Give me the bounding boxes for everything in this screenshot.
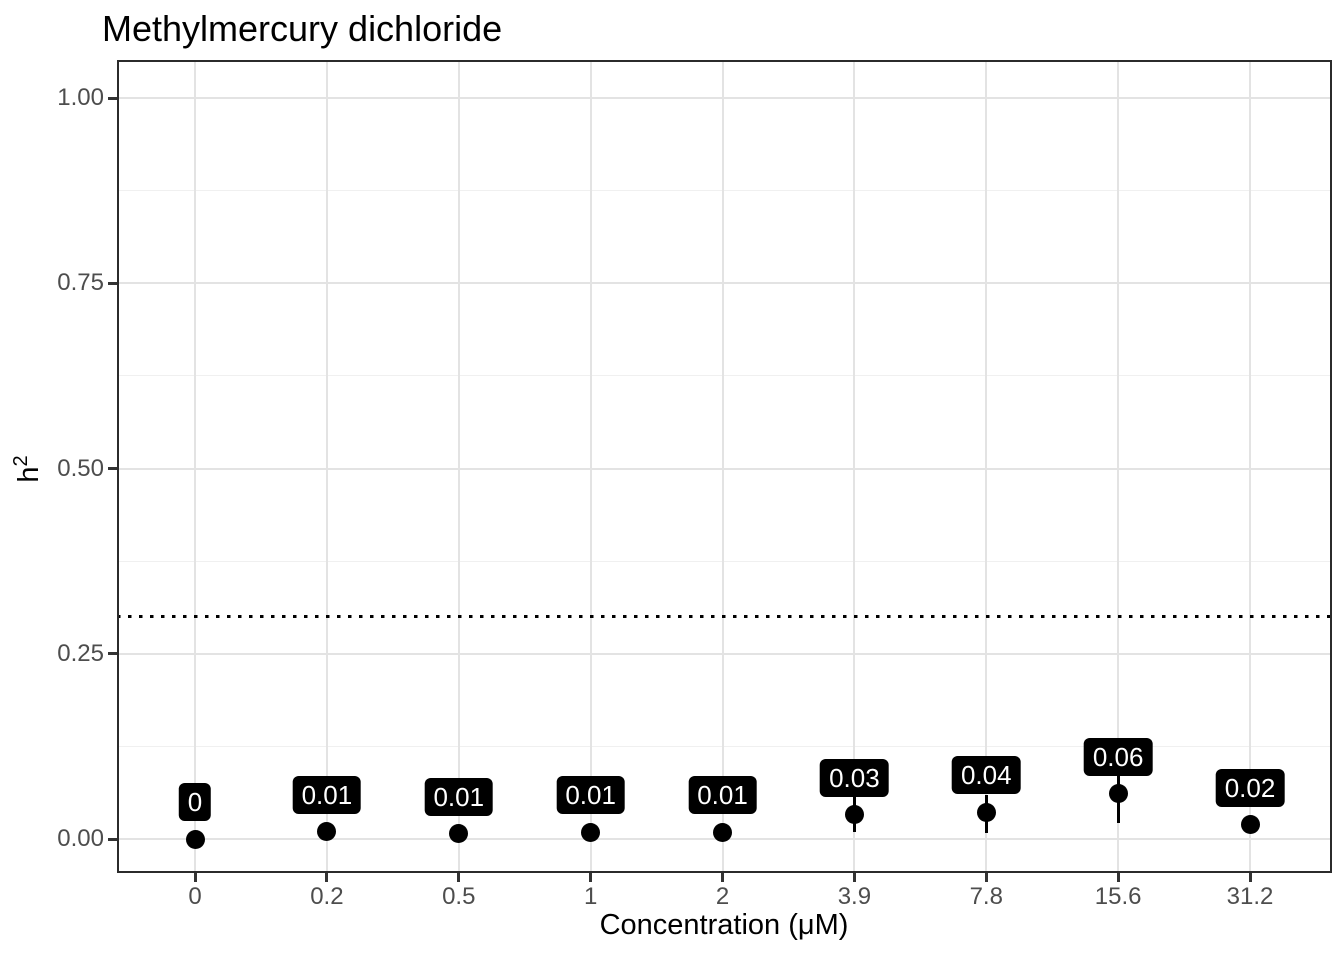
data-point	[1240, 815, 1260, 835]
x-tick-label: 0.2	[310, 883, 344, 910]
y-tick-mark	[108, 281, 117, 285]
x-tick-label: 1	[583, 883, 598, 910]
x-gridline-major	[1249, 60, 1251, 873]
x-gridline-major	[853, 60, 856, 873]
x-tick-label: 0.5	[442, 883, 476, 910]
y-gridline-major	[117, 282, 1332, 285]
y-tick-label: 0.25	[57, 639, 104, 667]
data-point	[185, 829, 205, 849]
reference-line	[117, 615, 1332, 619]
point-label: 0.01	[688, 776, 757, 815]
y-tick-label: 1.00	[57, 84, 104, 111]
data-point	[1108, 784, 1128, 804]
point-label: 0.02	[1215, 768, 1285, 807]
y-gridline-minor	[117, 560, 1332, 562]
data-point	[317, 822, 337, 842]
data-point	[976, 802, 996, 822]
y-gridline-minor	[117, 375, 1332, 377]
y-gridline-minor	[117, 190, 1332, 192]
y-tick-mark	[108, 652, 117, 656]
y-tick-label: 0.00	[57, 825, 104, 852]
x-tick-mark	[1116, 873, 1120, 882]
y-tick-mark	[108, 837, 117, 841]
data-point	[844, 805, 864, 825]
x-tick-label: 31.2	[1226, 883, 1274, 910]
x-tick-mark	[457, 873, 461, 882]
point-label: 0.04	[951, 756, 1021, 795]
data-point	[449, 824, 469, 844]
x-tick-label: 7.8	[969, 883, 1003, 910]
point-label: 0.01	[556, 776, 625, 815]
point-label: 0.06	[1083, 737, 1153, 776]
x-tick-label: 15.6	[1094, 883, 1142, 910]
x-tick-mark	[589, 873, 593, 882]
point-label: 0.01	[292, 775, 362, 814]
x-tick-mark	[984, 873, 988, 882]
y-tick-mark	[108, 96, 117, 100]
chart-title: Methylmercury dichloride	[102, 8, 503, 49]
x-tick-label: 0	[188, 883, 202, 910]
plot-panel: 0 0.01 0.01 0.01 0.01 0.03 0.04 0.06 0.02	[117, 60, 1332, 873]
y-tick-mark	[108, 467, 117, 470]
data-point	[713, 822, 732, 842]
x-gridline-major	[985, 60, 988, 873]
x-tick-label: 2	[715, 883, 730, 910]
point-label: 0	[178, 783, 212, 821]
x-gridline-major	[721, 60, 724, 873]
y-gridline-major	[117, 652, 1332, 655]
y-gridline-major	[117, 97, 1332, 99]
point-label: 0.03	[820, 758, 889, 797]
x-tick-mark	[721, 873, 724, 882]
x-axis-title: Concentration (μM)	[599, 909, 849, 941]
x-tick-mark	[325, 873, 329, 882]
x-tick-mark	[1248, 873, 1252, 882]
x-gridline-major	[457, 60, 460, 873]
y-tick-label: 0.75	[57, 269, 104, 297]
y-gridline-major	[117, 467, 1332, 470]
x-tick-label: 3.9	[837, 883, 872, 910]
y-gridline-minor	[117, 745, 1332, 747]
x-gridline-major	[325, 60, 328, 873]
y-tick-label: 0.50	[57, 454, 104, 482]
data-point	[581, 822, 601, 842]
x-gridline-major	[589, 60, 592, 873]
x-gridline-major	[194, 60, 196, 873]
point-label: 0.01	[424, 777, 494, 816]
x-tick-mark	[852, 873, 856, 882]
x-tick-mark	[193, 873, 197, 882]
x-gridline-major	[1117, 60, 1120, 873]
